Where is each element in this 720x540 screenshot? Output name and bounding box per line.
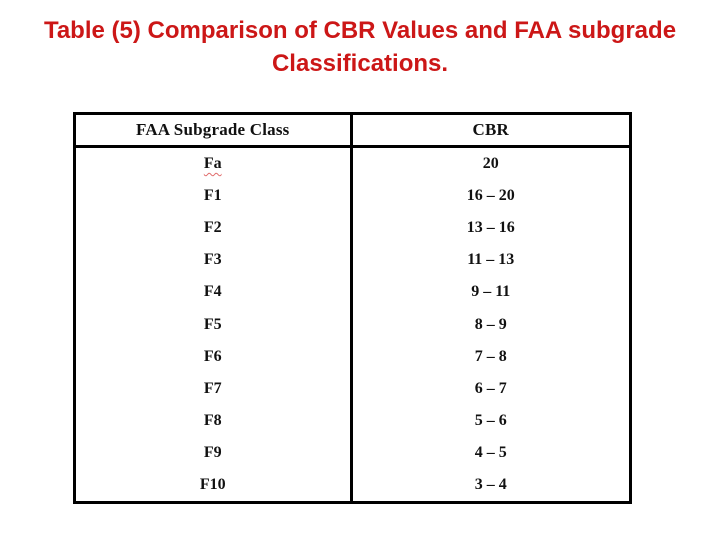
table-row: F1 16 – 20 — [76, 180, 629, 213]
cbr-cell: 8 – 9 — [474, 315, 507, 333]
slide-title-line2: Classifications. — [271, 50, 449, 77]
faa-class-cell: F3 — [76, 244, 353, 277]
cbr-cell: 11 – 13 — [467, 251, 515, 269]
table-row: F2 13 – 16 — [76, 212, 629, 245]
slide-title: Table (5) Comparison of CBR Values and F… — [0, 14, 720, 80]
cbr-cell: 9 – 11 — [471, 283, 511, 301]
cbr-cell: 6 – 7 — [474, 379, 507, 397]
table-row: F5 8 – 9 — [76, 308, 629, 341]
cbr-cell: 7 – 8 — [474, 347, 507, 365]
table-row: F3 11 – 13 — [76, 244, 629, 277]
table-row: F8 5 – 6 — [76, 404, 629, 437]
faa-class-label: Fa — [203, 155, 222, 173]
table-row: F4 9 – 11 — [76, 276, 629, 309]
table-row: F10 3 – 4 — [76, 468, 629, 502]
cbr-cell: 3 – 4 — [474, 475, 507, 493]
cbr-cell: 16 – 20 — [466, 187, 515, 205]
faa-class-cell: Fa — [76, 148, 353, 181]
cbr-cell: 5 – 6 — [474, 411, 507, 429]
cbr-cell: 20 — [482, 155, 499, 173]
table-header-faa-class: FAA Subgrade Class — [76, 115, 353, 145]
faa-class-cell: F7 — [76, 372, 353, 405]
faa-class-cell: F8 — [76, 404, 353, 437]
table-row: F6 7 – 8 — [76, 340, 629, 373]
faa-class-cell: F2 — [76, 212, 353, 245]
faa-class-cell: F4 — [76, 276, 353, 309]
cbr-cell: 4 – 5 — [474, 443, 507, 461]
faa-class-cell: F9 — [76, 436, 353, 469]
table-header-cbr: CBR — [472, 120, 509, 139]
comparison-table: FAA Subgrade Class CBR Fa 20 F1 16 – 20 … — [73, 112, 632, 504]
faa-class-cell: F10 — [76, 468, 353, 502]
cbr-cell: 13 – 16 — [466, 219, 515, 237]
table-row: F9 4 – 5 — [76, 436, 629, 469]
faa-class-cell: F6 — [76, 340, 353, 373]
faa-class-cell: F1 — [76, 180, 353, 213]
table-row: Fa 20 — [76, 148, 629, 181]
table-body: Fa 20 F1 16 – 20 F2 13 – 16 F3 11 – 13 F… — [76, 148, 629, 502]
table-row: F7 6 – 7 — [76, 372, 629, 405]
table-header-row: FAA Subgrade Class CBR — [76, 115, 629, 148]
slide-title-line1: Table (5) Comparison of CBR Values and F… — [43, 17, 677, 44]
faa-class-cell: F5 — [76, 308, 353, 341]
